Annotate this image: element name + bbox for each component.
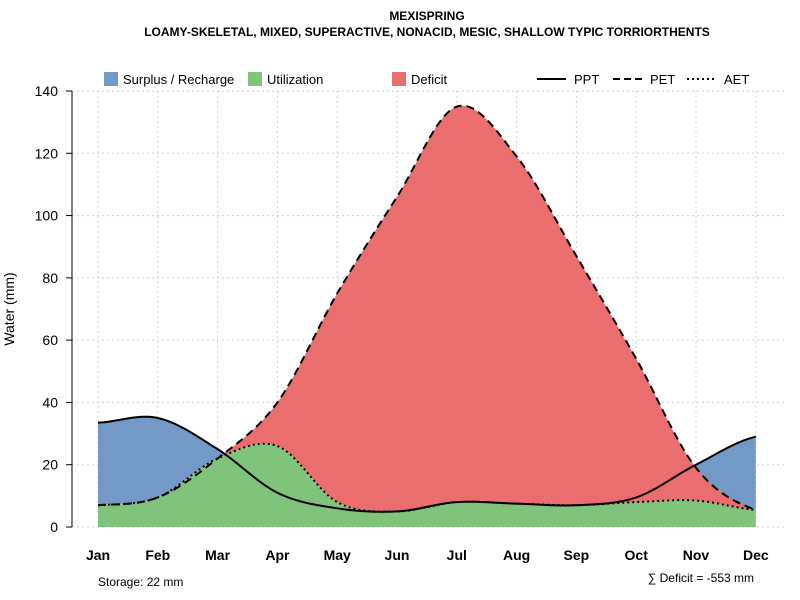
x-tick-label-aug: Aug	[503, 547, 530, 563]
area-fills	[98, 105, 756, 527]
chart-subtitle: LOAMY-SKELETAL, MIXED, SUPERACTIVE, NONA…	[144, 25, 710, 39]
storage-note: Storage: 22 mm	[98, 575, 183, 589]
y-tick-label: 80	[42, 270, 58, 286]
legend-label-deficit: Deficit	[411, 72, 448, 87]
y-axis-ticks: 0 20 40 60 80 100 120 140	[35, 83, 72, 535]
chart-title: MEXISPRING	[389, 9, 464, 23]
legend-label-pet: PET	[650, 72, 675, 87]
legend: Surplus / Recharge Utilization Deficit P…	[104, 72, 749, 87]
legend-swatch-deficit	[392, 72, 406, 86]
legend-label-utilization: Utilization	[267, 72, 323, 87]
x-tick-label-apr: Apr	[265, 547, 290, 563]
legend-label-ppt: PPT	[574, 72, 599, 87]
x-tick-label-sep: Sep	[564, 547, 590, 563]
area-utilization	[98, 443, 756, 527]
y-tick-label: 0	[50, 519, 58, 535]
y-tick-label: 60	[42, 332, 58, 348]
area-surplus-recharge	[98, 416, 756, 512]
x-tick-label-dec: Dec	[743, 547, 769, 563]
x-tick-label-oct: Oct	[625, 547, 649, 563]
y-tick-label: 100	[35, 208, 59, 224]
series-line-pet	[97, 104, 757, 511]
y-tick-label: 40	[42, 394, 58, 410]
deficit-note: ∑ Deficit = -553 mm	[648, 571, 754, 585]
y-axis-label: Water (mm)	[1, 272, 17, 345]
x-tick-label-jan: Jan	[86, 547, 110, 563]
y-tick-label: 140	[35, 83, 59, 99]
series-line-ppt	[97, 415, 757, 513]
x-tick-label-nov: Nov	[683, 547, 710, 563]
x-tick-label-mar: Mar	[205, 547, 230, 563]
y-tick-label: 120	[35, 145, 59, 161]
legend-label-surplus: Surplus / Recharge	[123, 72, 234, 87]
y-tick-label: 20	[42, 457, 58, 473]
series-lines	[97, 104, 757, 513]
area-deficit	[98, 105, 756, 512]
series-line-aet	[97, 442, 756, 513]
x-tick-label-may: May	[324, 547, 351, 563]
legend-label-aet: AET	[724, 72, 749, 87]
x-axis-ticks: Jan Feb Mar Apr May Jun Jul Aug Sep Oct Nov Dec	[86, 547, 769, 563]
legend-swatch-utilization	[248, 72, 262, 86]
x-tick-label-jun: Jun	[385, 547, 410, 563]
x-tick-label-jul: Jul	[447, 547, 467, 563]
legend-swatch-surplus	[104, 72, 118, 86]
x-tick-label-feb: Feb	[145, 547, 170, 563]
